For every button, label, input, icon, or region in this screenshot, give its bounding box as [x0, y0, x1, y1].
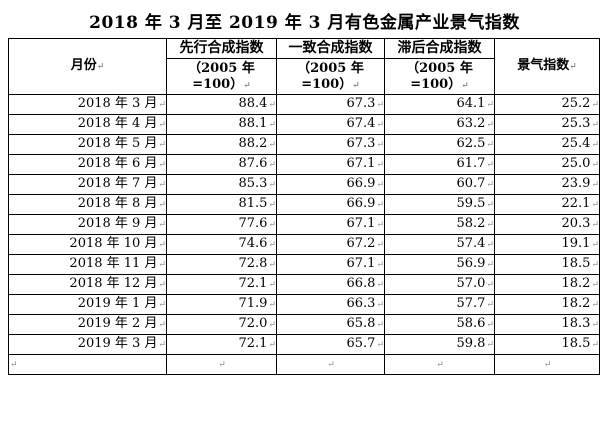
- empty-cell: ↵: [8, 354, 167, 375]
- lagging-index-cell: 61.7↵: [384, 154, 495, 175]
- coincident-index-cell: 66.8↵: [276, 274, 385, 295]
- month-cell: 2019 年 3 月↵: [8, 334, 167, 355]
- coincident-index-cell: 66.3↵: [276, 294, 385, 315]
- coincident-index-cell: 67.4↵: [276, 114, 385, 135]
- coincident-index-cell: 66.9↵: [276, 194, 385, 215]
- empty-cell: ↵: [276, 354, 385, 375]
- leading-index-cell: 88.4↵: [166, 94, 277, 115]
- leading-index-cell: 88.2↵: [166, 134, 277, 155]
- month-column-header: 月份↵: [8, 38, 167, 95]
- table-row: 2019 年 1 月↵ 71.9↵ 66.3↵ 57.7↵ 18.2↵: [8, 294, 600, 315]
- prosperity-index-cell: 20.3↵: [494, 214, 600, 235]
- lagging-index-cell: 57.0↵: [384, 274, 495, 295]
- lagging-index-cell: 59.5↵: [384, 194, 495, 215]
- table-row: 2018 年 6 月↵ 87.6↵ 67.1↵ 61.7↵ 25.0↵: [8, 154, 600, 175]
- table-row: 2018 年 4 月↵ 88.1↵ 67.4↵ 63.2↵ 25.3↵: [8, 114, 600, 135]
- lagging-index-cell: 62.5↵: [384, 134, 495, 155]
- leading-index-cell: 74.6↵: [166, 234, 277, 255]
- coincident-index-cell: 67.3↵: [276, 94, 385, 115]
- month-cell: 2018 年 4 月↵: [8, 114, 167, 135]
- prosperity-index-cell: 23.9↵: [494, 174, 600, 195]
- leading-index-cell: 87.6↵: [166, 154, 277, 175]
- empty-row: ↵ ↵ ↵ ↵ ↵: [8, 354, 600, 375]
- prosperity-index-cell: 19.1↵: [494, 234, 600, 255]
- month-cell: 2018 年 12 月↵: [8, 274, 167, 295]
- empty-cell: ↵: [384, 354, 495, 375]
- lagging-index-cell: 57.7↵: [384, 294, 495, 315]
- lagging-index-cell: 57.4↵: [384, 234, 495, 255]
- lagging-index-cell: 63.2↵: [384, 114, 495, 135]
- table-row: 2018 年 11 月↵ 72.8↵ 67.1↵ 56.9↵ 18.5↵: [8, 254, 600, 275]
- month-cell: 2018 年 5 月↵: [8, 134, 167, 155]
- coincident-index-cell: 67.1↵: [276, 254, 385, 275]
- prosperity-index-table: 月份↵ 先行合成指数 （2005 年 =100）↵ 一致合成指数 （2005 年 =…: [8, 38, 600, 375]
- table-row: 2018 年 5 月↵ 88.2↵ 67.3↵ 62.5↵ 25.4↵: [8, 134, 600, 155]
- table-row: 2019 年 3 月↵ 72.1↵ 65.7↵ 59.8↵ 18.5↵: [8, 334, 600, 355]
- coincident-index-cell: 67.3↵: [276, 134, 385, 155]
- leading-index-cell: 71.9↵: [166, 294, 277, 315]
- empty-cell: ↵: [166, 354, 277, 375]
- coincident-index-cell: 65.8↵: [276, 314, 385, 335]
- document-title: 2018 年 3 月至 2019 年 3 月有色金属产业景气指数: [89, 13, 520, 33]
- lagging-index-cell: 59.8↵: [384, 334, 495, 355]
- coincident-index-cell: 67.2↵: [276, 234, 385, 255]
- prosperity-index-cell: 18.2↵: [494, 274, 600, 295]
- month-cell: 2018 年 6 月↵: [8, 154, 167, 175]
- prosperity-index-cell: 25.4↵: [494, 134, 600, 155]
- prosperity-index-header: 景气指数↵: [494, 38, 600, 95]
- leading-index-cell: 88.1↵: [166, 114, 277, 135]
- table-row: 2018 年 10 月↵ 74.6↵ 67.2↵ 57.4↵ 19.1↵: [8, 234, 600, 255]
- lagging-index-cell: 60.7↵: [384, 174, 495, 195]
- leading-index-cell: 72.1↵: [166, 334, 277, 355]
- month-cell: 2018 年 8 月↵: [8, 194, 167, 215]
- table-row: 2019 年 2 月↵ 72.0↵ 65.8↵ 58.6↵ 18.3↵: [8, 314, 600, 335]
- table-row: 2018 年 3 月↵ 88.4↵ 67.3↵ 64.1↵ 25.2↵: [8, 94, 600, 115]
- lagging-index-cell: 58.2↵: [384, 214, 495, 235]
- prosperity-index-cell: 25.0↵: [494, 154, 600, 175]
- coincident-index-cell: 65.7↵: [276, 334, 385, 355]
- month-cell: 2018 年 3 月↵: [8, 94, 167, 115]
- month-cell: 2018 年 11 月↵: [8, 254, 167, 275]
- leading-index-cell: 72.8↵: [166, 254, 277, 275]
- coincident-index-cell: 66.9↵: [276, 174, 385, 195]
- prosperity-index-cell: 18.5↵: [494, 254, 600, 275]
- coincident-index-header: 一致合成指数 （2005 年 =100）↵: [276, 38, 385, 95]
- leading-index-cell: 85.3↵: [166, 174, 277, 195]
- leading-index-header: 先行合成指数 （2005 年 =100）↵: [166, 38, 277, 95]
- month-cell: 2018 年 10 月↵: [8, 234, 167, 255]
- leading-index-cell: 72.1↵: [166, 274, 277, 295]
- empty-cell: ↵: [494, 354, 600, 375]
- prosperity-index-cell: 25.2↵: [494, 94, 600, 115]
- coincident-index-cell: 67.1↵: [276, 154, 385, 175]
- prosperity-index-cell: 18.3↵: [494, 314, 600, 335]
- table-row: 2018 年 9 月↵ 77.6↵ 67.1↵ 58.2↵ 20.3↵: [8, 214, 600, 235]
- month-cell: 2018 年 9 月↵: [8, 214, 167, 235]
- month-cell: 2019 年 1 月↵: [8, 294, 167, 315]
- month-cell: 2019 年 2 月↵: [8, 314, 167, 335]
- leading-index-cell: 72.0↵: [166, 314, 277, 335]
- lagging-index-header: 滞后合成指数 （2005 年 =100）↵: [384, 38, 495, 95]
- coincident-index-cell: 67.1↵: [276, 214, 385, 235]
- lagging-index-cell: 56.9↵: [384, 254, 495, 275]
- table-row: 2018 年 7 月↵ 85.3↵ 66.9↵ 60.7↵ 23.9↵: [8, 174, 600, 195]
- lagging-index-cell: 64.1↵: [384, 94, 495, 115]
- header-row: 月份↵ 先行合成指数 （2005 年 =100）↵ 一致合成指数 （2005 年 =…: [8, 38, 600, 95]
- table-row: 2018 年 8 月↵ 81.5↵ 66.9↵ 59.5↵ 22.1↵: [8, 194, 600, 215]
- lagging-index-cell: 58.6↵: [384, 314, 495, 335]
- table-row: 2018 年 12 月↵ 72.1↵ 66.8↵ 57.0↵ 18.2↵: [8, 274, 600, 295]
- leading-index-cell: 81.5↵: [166, 194, 277, 215]
- month-cell: 2018 年 7 月↵: [8, 174, 167, 195]
- prosperity-index-cell: 22.1↵: [494, 194, 600, 215]
- prosperity-index-cell: 25.3↵: [494, 114, 600, 135]
- prosperity-index-cell: 18.5↵: [494, 334, 600, 355]
- leading-index-cell: 77.6↵: [166, 214, 277, 235]
- prosperity-index-cell: 18.2↵: [494, 294, 600, 315]
